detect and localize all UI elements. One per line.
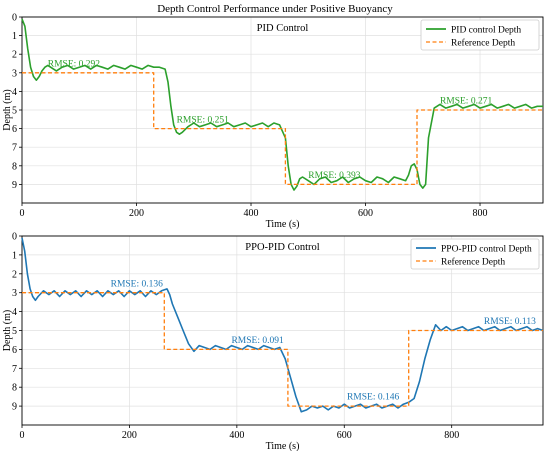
- y-tick-label: 5: [12, 326, 17, 337]
- rmse-annotation: RMSE: 0.393: [308, 171, 361, 181]
- rmse-annotation: RMSE: 0.271: [440, 97, 493, 107]
- y-tick-label: 2: [12, 50, 17, 61]
- figure-title: Depth Control Performance under Positive…: [157, 3, 393, 15]
- x-tick-label: 200: [122, 430, 137, 441]
- x-tick-label: 200: [129, 208, 144, 219]
- legend-label: PPO-PID control Depth: [441, 245, 532, 255]
- reference-depth-line: [22, 292, 543, 407]
- x-tick-label: 800: [473, 208, 488, 219]
- y-tick-label: 0: [12, 232, 17, 243]
- reference-depth-line: [22, 72, 543, 186]
- x-tick-label: 400: [244, 208, 259, 219]
- y-tick-label: 0: [12, 13, 17, 24]
- rmse-annotation: RMSE: 0.091: [231, 336, 284, 346]
- rmse-annotation: RMSE: 0.251: [177, 115, 230, 125]
- x-tick-label: 600: [337, 430, 352, 441]
- legend: PID control Depth Reference Depth: [420, 19, 540, 51]
- y-tick-label: 6: [12, 345, 17, 356]
- rmse-annotation: RMSE: 0.136: [111, 279, 164, 289]
- legend-box: [420, 19, 540, 51]
- control-depth-line: [21, 18, 543, 191]
- y-tick-label: 8: [12, 383, 17, 394]
- y-tick-label: 9: [12, 402, 17, 413]
- x-tick-label: 600: [358, 208, 373, 219]
- panel-title: PPO-PID Control: [245, 242, 319, 253]
- legend-box: [410, 238, 540, 270]
- y-tick-label: 1: [12, 31, 17, 42]
- rmse-annotation: RMSE: 0.146: [347, 393, 400, 403]
- y-tick-label: 3: [12, 288, 17, 299]
- y-tick-label: 4: [12, 307, 17, 318]
- y-tick-label: 2: [12, 269, 17, 280]
- y-axis-label: Depth (m): [2, 89, 13, 130]
- legend: PPO-PID control Depth Reference Depth: [410, 238, 540, 270]
- y-tick-label: 6: [12, 124, 17, 135]
- x-tick-label: 0: [20, 430, 25, 441]
- x-axis-label: Time (s): [266, 441, 300, 451]
- y-tick-label: 8: [12, 161, 17, 172]
- y-tick-label: 3: [12, 68, 17, 79]
- y-tick-label: 1: [12, 250, 17, 261]
- y-tick-label: 7: [12, 143, 17, 154]
- ppo-pid-control-panel: 0 1 2 3 4 5 6 7 8 9 0 200 400 600 800 RMSE: 0.136 RMSE: …: [2, 232, 544, 451]
- x-tick-label: 400: [229, 430, 244, 441]
- panel-title: PID Control: [257, 23, 309, 34]
- y-tick-label: 9: [12, 180, 17, 191]
- plot-frame: [21, 16, 544, 204]
- legend-label: PID control Depth: [451, 26, 521, 36]
- y-tick-label: 7: [12, 364, 17, 375]
- legend-label: Reference Depth: [441, 257, 505, 268]
- x-axis-label: Time (s): [266, 219, 300, 230]
- legend-label: Reference Depth: [451, 38, 515, 49]
- rmse-annotation: RMSE: 0.292: [48, 60, 101, 70]
- x-tick-label: 800: [444, 430, 459, 441]
- y-tick-label: 4: [12, 87, 17, 98]
- rmse-annotation: RMSE: 0.113: [484, 317, 536, 327]
- y-axis-label: Depth (m): [2, 310, 13, 351]
- x-tick-label: 0: [20, 208, 25, 219]
- y-tick-label: 5: [12, 106, 17, 117]
- pid-control-panel: 0 1 2 3 4 5 6 7 8 9 0 200 400 600 800 RMSE: 0.292 RMSE: …: [2, 13, 544, 230]
